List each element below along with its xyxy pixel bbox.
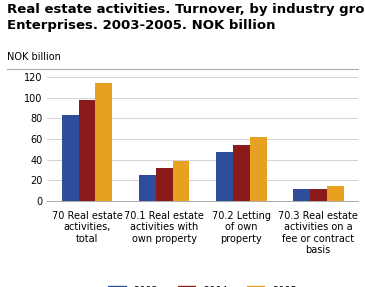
Legend: 2003, 2004, 2005: 2003, 2004, 2005 [108, 286, 297, 287]
Text: NOK billion: NOK billion [7, 52, 61, 62]
Text: Real estate activities. Turnover, by industry group.
Enterprises. 2003-2005. NOK: Real estate activities. Turnover, by ind… [7, 3, 365, 32]
Bar [78, 100, 96, 201]
Bar [96, 83, 112, 201]
Bar [216, 152, 233, 201]
Bar [233, 145, 250, 201]
Bar [173, 161, 189, 201]
Bar [293, 189, 310, 201]
Bar [155, 168, 173, 201]
Bar [327, 187, 343, 201]
Bar [310, 189, 327, 201]
Bar [250, 137, 266, 201]
Bar [62, 115, 78, 201]
Bar [139, 175, 155, 201]
